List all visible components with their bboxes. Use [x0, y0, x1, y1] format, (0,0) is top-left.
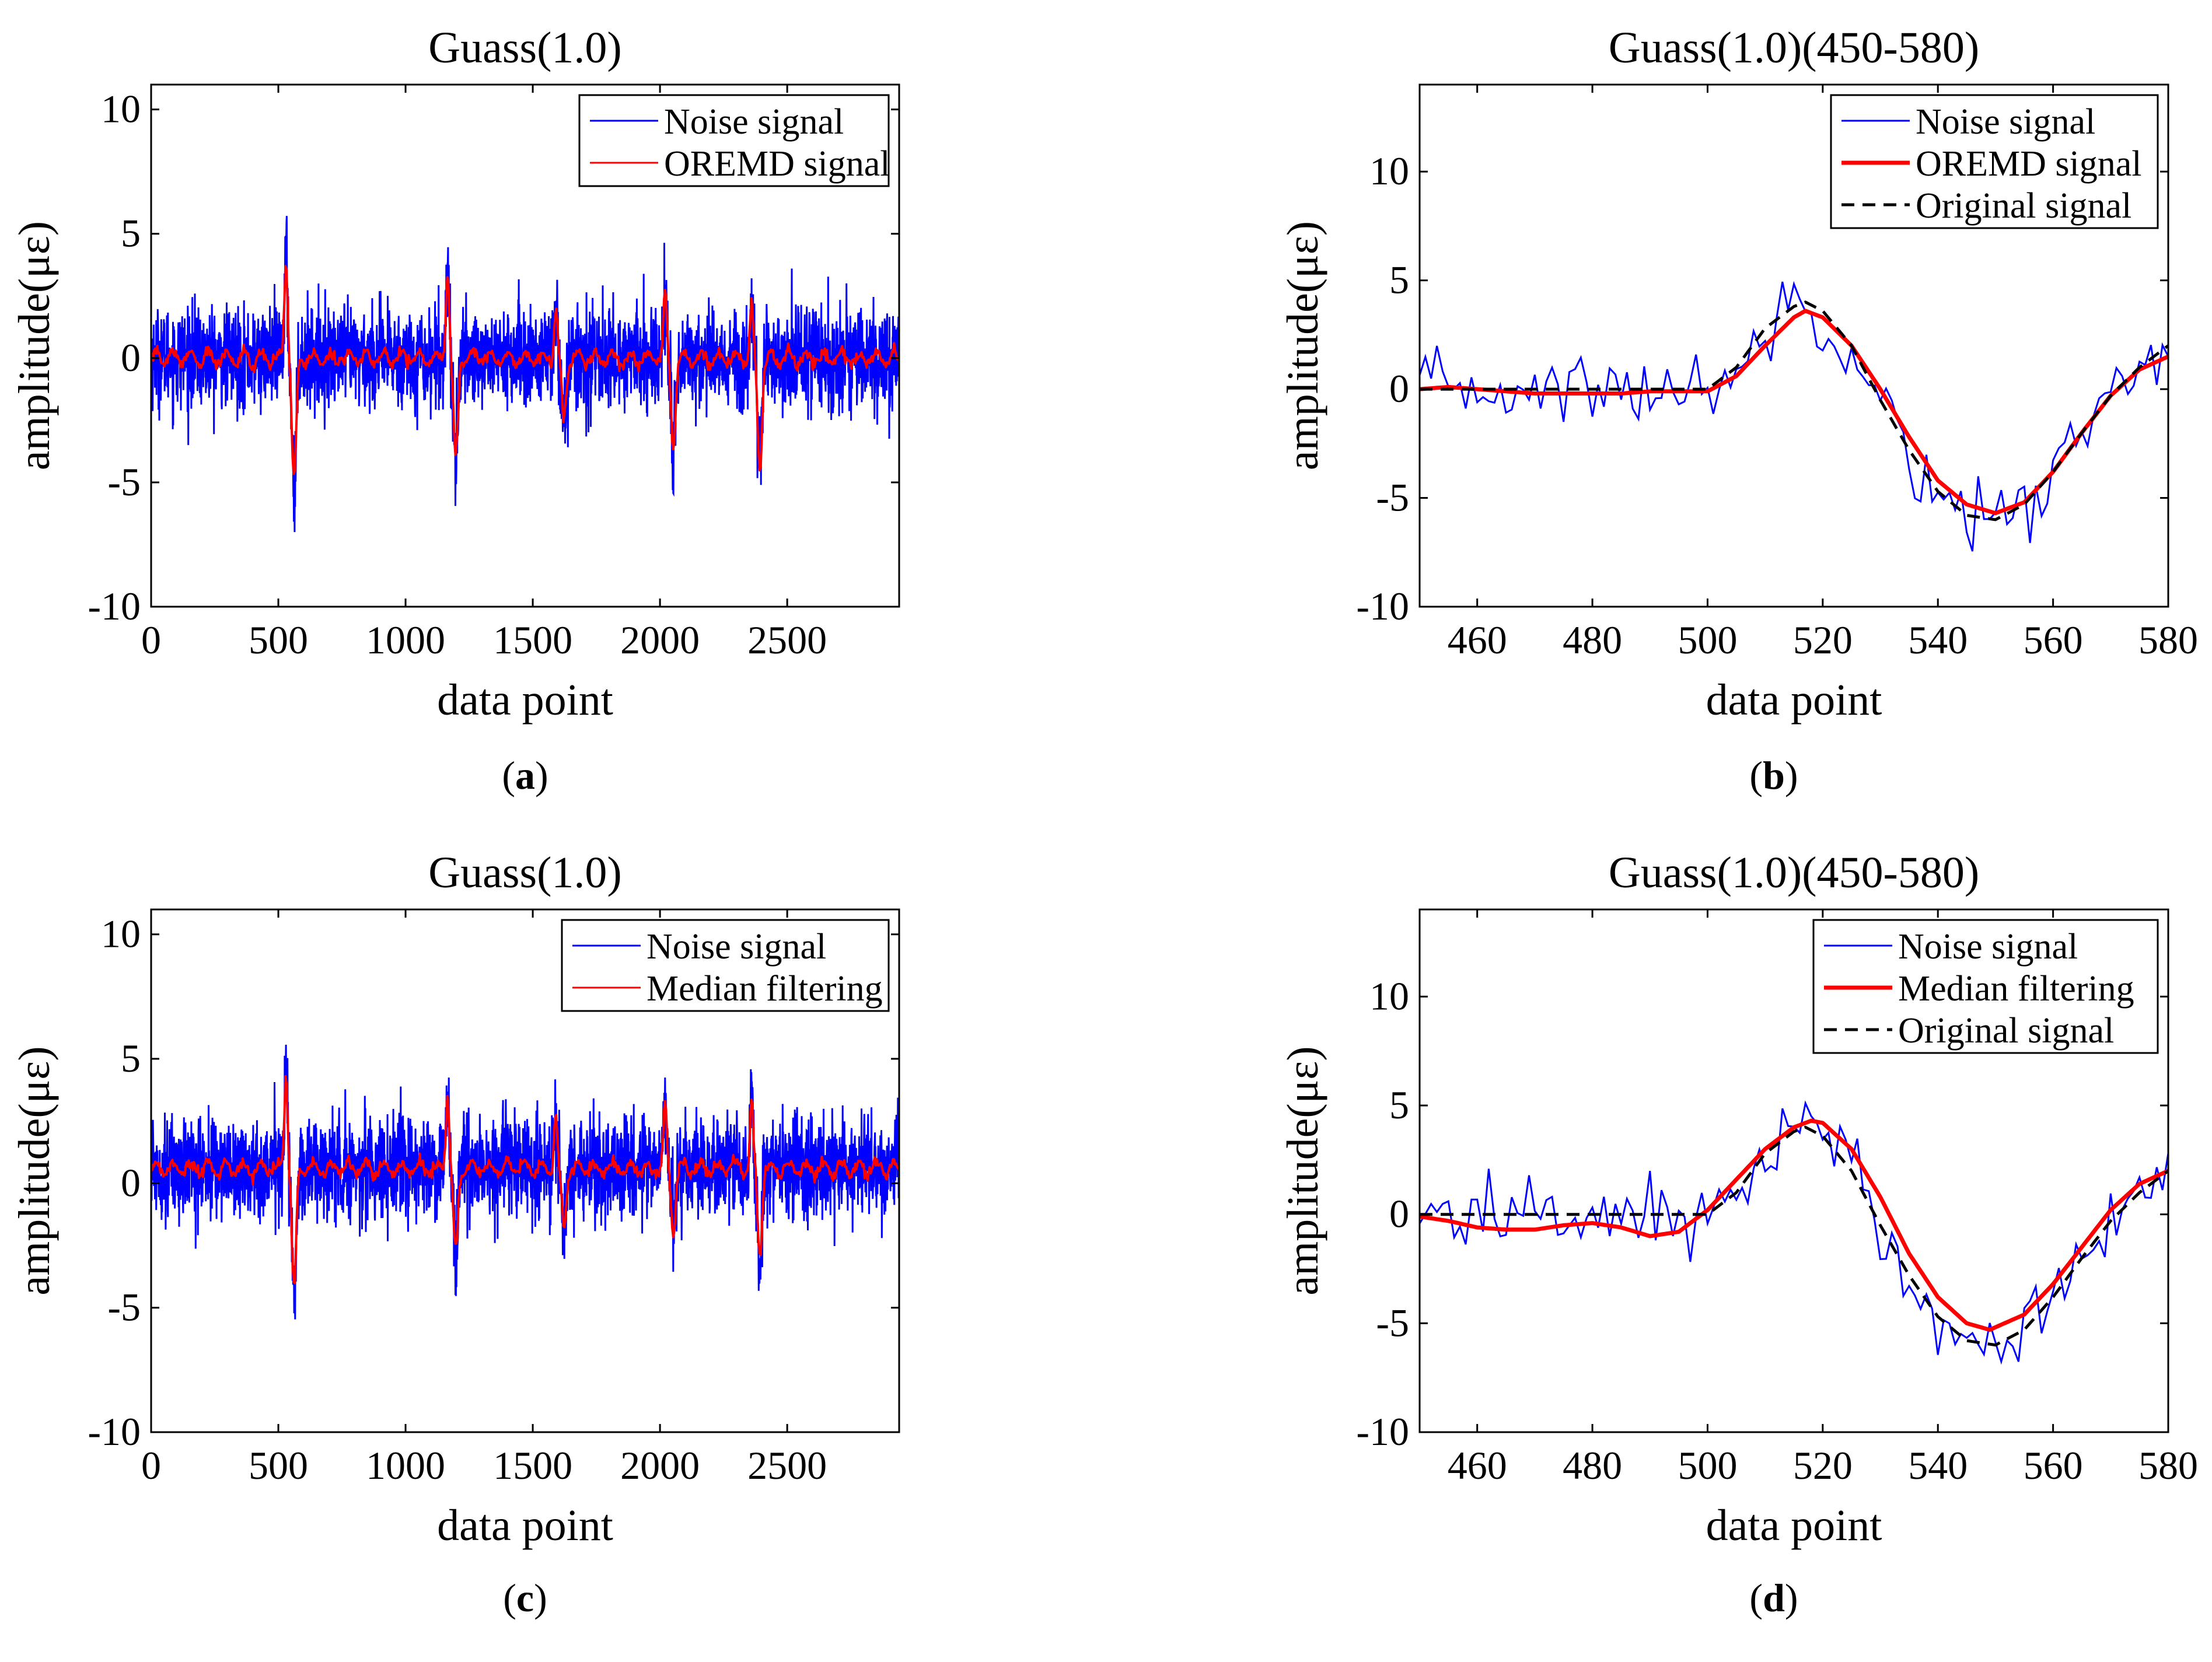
- x-tick-label: 2500: [747, 618, 827, 662]
- chart-b: 460 480 500 520 540 560 580 -10 -5 0 5 10 Guass(1.0)…: [1278, 23, 2198, 725]
- y-tick-label: 5: [121, 211, 141, 256]
- x-tick-label: 1500: [493, 618, 572, 662]
- legend-label: Noise signal: [647, 927, 826, 967]
- x-tick-label: 500: [1678, 618, 1737, 662]
- x-tick-label: 560: [2024, 1443, 2083, 1488]
- y-axis-label: amplitude(με): [10, 221, 59, 470]
- x-tick-label: 500: [1678, 1443, 1737, 1488]
- x-tick-label: 2000: [620, 1443, 700, 1488]
- legend-label: OREMD signal: [664, 144, 890, 184]
- y-axis-label: amplitude(με): [1278, 1046, 1327, 1295]
- y-tick-label: -10: [1356, 584, 1409, 628]
- y-tick-label: -5: [1376, 1300, 1409, 1345]
- y-tick-label: 10: [1369, 149, 1409, 193]
- x-axis-label: data point: [1706, 1501, 1882, 1550]
- x-tick-label: 0: [141, 618, 161, 662]
- chart-title: Guass(1.0)(450-580): [1609, 848, 1979, 897]
- legend-label: Noise signal: [1898, 927, 2078, 967]
- series-noise-line: [151, 1044, 899, 1320]
- x-tick-label: 2500: [747, 1443, 827, 1488]
- series-original-line: [1420, 300, 2168, 522]
- y-tick-label: 5: [121, 1036, 141, 1080]
- x-tick-label: 1000: [366, 1443, 445, 1488]
- legend-label: Median filtering: [1898, 969, 2134, 1009]
- x-tick-label: 580: [2138, 1443, 2198, 1488]
- y-tick-label: -10: [88, 584, 141, 628]
- y-tick-label: -10: [88, 1409, 141, 1454]
- plot-lines: [1420, 281, 2168, 552]
- x-axis-label: data point: [437, 676, 613, 725]
- legend-label: Noise signal: [1916, 102, 2095, 142]
- y-tick-label: 5: [1389, 258, 1409, 302]
- series-filtered-line: [1420, 1118, 2168, 1332]
- axes-box: [1418, 908, 2169, 1433]
- y-tick-label: 0: [1389, 366, 1409, 411]
- x-tick-label: 460: [1448, 618, 1507, 662]
- x-tick-label: 480: [1563, 1443, 1622, 1488]
- y-tick-label: 5: [1389, 1083, 1409, 1127]
- chart-a: 0 500 1000 1500 2000 2500 -10 -5 0 5 10 Guass(1.0) d…: [10, 23, 900, 725]
- x-tick-label: 460: [1448, 1443, 1507, 1488]
- axes-box: [1418, 83, 2169, 608]
- y-tick-label: -5: [1376, 475, 1409, 520]
- chart-title: Guass(1.0)(450-580): [1609, 23, 1979, 72]
- x-tick-label: 500: [249, 618, 308, 662]
- y-tick-label: 0: [121, 335, 141, 380]
- caption-c: (c): [503, 1576, 547, 1620]
- chart-c: 0 500 1000 1500 2000 2500 -10 -5 0 5 10 Guass(1.0) d…: [10, 848, 900, 1550]
- x-tick-label: 1500: [493, 1443, 572, 1488]
- x-axis-label: data point: [1706, 676, 1882, 725]
- legend-box: [561, 919, 890, 1012]
- series-noise-line: [1420, 281, 2168, 552]
- y-tick-label: 0: [121, 1160, 141, 1205]
- x-tick-label: 2000: [620, 618, 700, 662]
- y-tick-label: 10: [101, 912, 141, 956]
- y-tick-label: -5: [107, 460, 141, 504]
- plot-lines: [151, 216, 899, 533]
- x-tick-label: 540: [1908, 618, 1968, 662]
- chart-title: Guass(1.0): [428, 848, 621, 897]
- y-tick-label: -5: [107, 1285, 141, 1329]
- x-tick-label: 0: [141, 1443, 161, 1488]
- legend-label: Noise signal: [664, 102, 844, 142]
- caption-a: (a): [502, 753, 548, 797]
- legend-label: Median filtering: [647, 969, 883, 1009]
- caption-d: (d): [1749, 1576, 1798, 1620]
- y-tick-label: 10: [101, 87, 141, 131]
- y-tick-label: 10: [1369, 974, 1409, 1018]
- legend-label: OREMD signal: [1916, 144, 2142, 184]
- caption-b: (b): [1749, 753, 1798, 797]
- legend-label: Original signal: [1916, 186, 2131, 226]
- x-axis-label: data point: [437, 1501, 613, 1550]
- x-tick-label: 540: [1908, 1443, 1968, 1488]
- x-tick-label: 560: [2024, 618, 2083, 662]
- x-tick-label: 580: [2138, 618, 2198, 662]
- series-filtered-line: [151, 265, 899, 475]
- series-original-line: [1420, 1125, 2168, 1347]
- series-filtered-line: [151, 1075, 899, 1285]
- axes-box: [150, 83, 900, 608]
- plot-lines: [151, 1044, 899, 1320]
- chart-title: Guass(1.0): [428, 23, 621, 72]
- plot-lines: [1420, 1100, 2168, 1365]
- chart-d: 460 480 500 520 540 560 580 -10 -5 0 5 10 Guass(1.0)…: [1278, 848, 2198, 1550]
- x-tick-label: 520: [1793, 618, 1853, 662]
- x-tick-label: 1000: [366, 618, 445, 662]
- y-tick-label: -10: [1356, 1409, 1409, 1454]
- legend-label: Original signal: [1898, 1011, 2114, 1051]
- y-axis-label: amplitude(με): [10, 1046, 59, 1295]
- x-tick-label: 480: [1563, 618, 1622, 662]
- y-tick-label: 0: [1389, 1192, 1409, 1236]
- legend-box: [578, 94, 890, 187]
- axes-box: [150, 908, 900, 1433]
- y-axis-label: amplitude(με): [1278, 221, 1327, 470]
- x-tick-label: 520: [1793, 1443, 1853, 1488]
- x-tick-label: 500: [249, 1443, 308, 1488]
